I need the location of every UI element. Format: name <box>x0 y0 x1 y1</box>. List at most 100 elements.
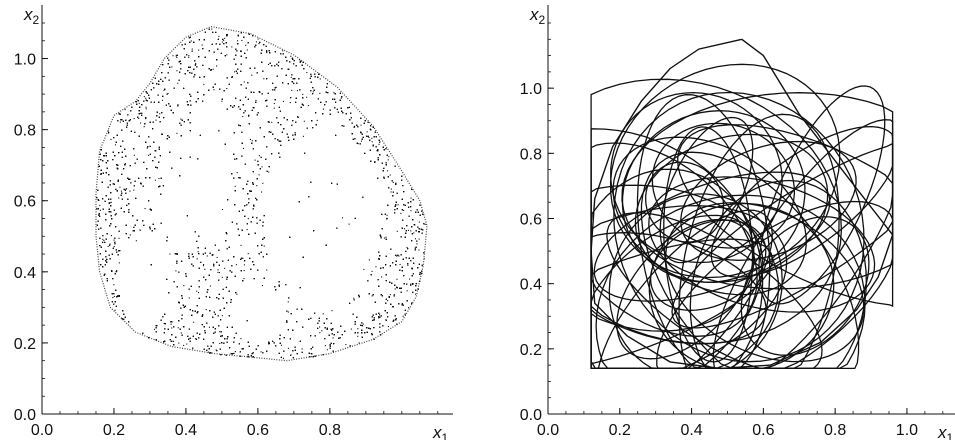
scatter-point <box>145 106 147 108</box>
scatter-point <box>302 135 304 137</box>
scatter-point <box>258 43 260 45</box>
scatter-point <box>236 172 238 174</box>
scatter-point <box>386 217 388 219</box>
scatter-point <box>226 54 228 56</box>
scatter-point <box>289 102 291 104</box>
scatter-point <box>282 100 284 102</box>
scatter-point <box>198 49 200 51</box>
scatter-point <box>378 143 380 145</box>
scatter-point <box>102 238 104 240</box>
scatter-point <box>176 70 178 72</box>
scatter-point <box>375 266 377 268</box>
scatter-point <box>107 130 109 132</box>
scatter-point <box>262 182 264 184</box>
scatter-point <box>409 278 411 280</box>
scatter-point <box>273 107 275 109</box>
scatter-point <box>302 93 304 95</box>
scatter-point <box>234 185 236 187</box>
scatter-point <box>348 223 350 225</box>
scatter-point <box>406 290 408 292</box>
scatter-point <box>360 124 362 126</box>
scatter-point <box>133 154 135 156</box>
scatter-point <box>271 121 273 123</box>
x-tick-label: 0.0 <box>31 422 53 439</box>
scatter-point <box>341 217 343 219</box>
scatter-point <box>217 271 219 273</box>
scatter-point <box>107 245 109 247</box>
scatter-point <box>247 253 249 255</box>
scatter-point <box>113 284 115 286</box>
scatter-point <box>155 150 157 152</box>
scatter-point <box>215 349 217 351</box>
scatter-point <box>243 147 245 149</box>
scatter-point <box>113 295 115 297</box>
scatter-point <box>186 343 188 345</box>
scatter-point <box>291 89 293 91</box>
scatter-point <box>258 174 260 176</box>
scatter-point <box>407 264 409 266</box>
scatter-point <box>217 269 219 271</box>
scatter-point <box>141 112 143 114</box>
scatter-point <box>296 90 298 92</box>
scatter-point <box>261 285 263 287</box>
scatter-point <box>221 276 223 278</box>
scatter-point <box>326 349 328 351</box>
scatter-point <box>218 272 220 274</box>
scatter-point <box>242 115 244 117</box>
scatter-point <box>403 209 405 211</box>
y-tick-label: 0.4 <box>14 265 36 282</box>
scatter-point <box>290 76 292 78</box>
scatter-point <box>357 335 359 337</box>
scatter-point <box>287 347 289 349</box>
scatter-point <box>234 71 236 73</box>
scatter-point <box>129 234 131 236</box>
scatter-point <box>196 290 198 292</box>
scatter-point <box>172 55 174 57</box>
scatter-point <box>118 197 120 199</box>
scatter-point <box>211 28 213 30</box>
scatter-point <box>176 56 178 58</box>
scatter-point <box>193 321 195 323</box>
scatter-point <box>221 41 223 43</box>
scatter-point <box>418 238 420 240</box>
scatter-point <box>209 285 211 287</box>
scatter-point <box>416 243 418 245</box>
scatter-point <box>266 269 268 271</box>
scatter-point <box>143 96 145 98</box>
scatter-point <box>322 313 324 315</box>
scatter-point <box>240 244 242 246</box>
scatter-point <box>167 92 169 94</box>
scatter-point <box>221 209 223 211</box>
scatter-point <box>113 239 115 241</box>
scatter-point <box>208 351 210 353</box>
scatter-point <box>231 46 233 48</box>
scatter-point <box>396 278 398 280</box>
scatter-point <box>242 257 244 259</box>
scatter-point <box>243 270 245 272</box>
scatter-point <box>114 243 116 245</box>
scatter-point <box>203 264 205 266</box>
scatter-point <box>424 223 426 225</box>
scatter-point <box>388 156 390 158</box>
x-tick-label: 0.6 <box>247 422 269 439</box>
scatter-point <box>171 66 173 68</box>
scatter-point <box>340 97 342 99</box>
y-tick-label: 0.2 <box>14 336 36 353</box>
scatter-point <box>301 348 303 350</box>
scatter-point <box>403 228 405 230</box>
scatter-point <box>171 327 173 329</box>
scatter-point <box>223 39 225 41</box>
scatter-point <box>410 197 412 199</box>
scatter-point <box>224 267 226 269</box>
scatter-point <box>226 88 228 90</box>
scatter-point <box>368 259 370 261</box>
scatter-point <box>385 236 387 238</box>
scatter-point <box>319 332 321 334</box>
scatter-point <box>159 113 161 115</box>
scatter-point <box>410 230 412 232</box>
scatter-point <box>406 246 408 248</box>
scatter-point <box>251 140 253 142</box>
scatter-point <box>224 37 226 39</box>
scatter-point <box>196 258 198 260</box>
